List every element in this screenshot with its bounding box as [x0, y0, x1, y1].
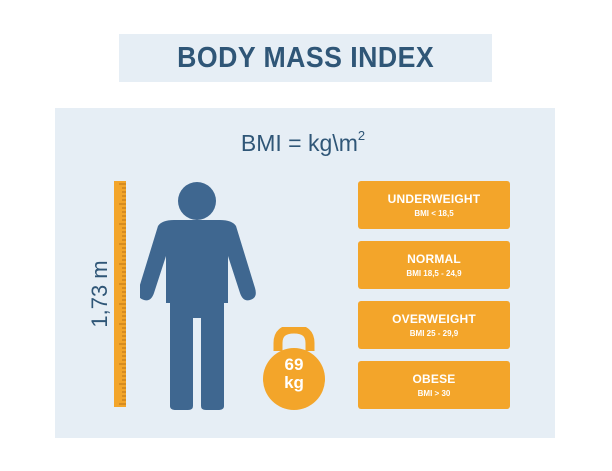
- category-name: OBESE: [412, 372, 456, 386]
- bmi-formula: BMI = kg\m2: [53, 128, 553, 157]
- formula-exponent: 2: [357, 128, 366, 144]
- category-name: NORMAL: [407, 252, 461, 266]
- formula-text: BMI = kg\m: [240, 130, 358, 156]
- kettlebell-icon: [263, 327, 325, 410]
- category-name: UNDERWEIGHT: [387, 192, 481, 206]
- category-underweight: UNDERWEIGHT BMI < 18,5: [358, 181, 510, 229]
- bmi-category-list: UNDERWEIGHT BMI < 18,5 NORMAL BMI 18,5 -…: [358, 181, 510, 421]
- category-range: BMI < 18,5: [414, 209, 454, 218]
- person-icon: [140, 182, 256, 410]
- category-overweight: OVERWEIGHT BMI 25 - 29,9: [358, 301, 510, 349]
- height-label: 1,73 m: [87, 260, 112, 328]
- page-title: BODY MASS INDEX: [177, 41, 434, 74]
- category-name: OVERWEIGHT: [392, 312, 476, 326]
- title-banner: BODY MASS INDEX: [119, 34, 492, 82]
- category-range: BMI 25 - 29,9: [409, 329, 459, 338]
- weight-unit: kg: [284, 373, 304, 392]
- ruler-icon: [114, 181, 126, 407]
- category-range: BMI 18,5 - 24,9: [406, 269, 462, 278]
- weight-readout: 69 kg: [258, 356, 330, 392]
- category-normal: NORMAL BMI 18,5 - 24,9: [358, 241, 510, 289]
- category-obese: OBESE BMI > 30: [358, 361, 510, 409]
- category-range: BMI > 30: [417, 389, 451, 398]
- weight-value: 69: [284, 355, 304, 374]
